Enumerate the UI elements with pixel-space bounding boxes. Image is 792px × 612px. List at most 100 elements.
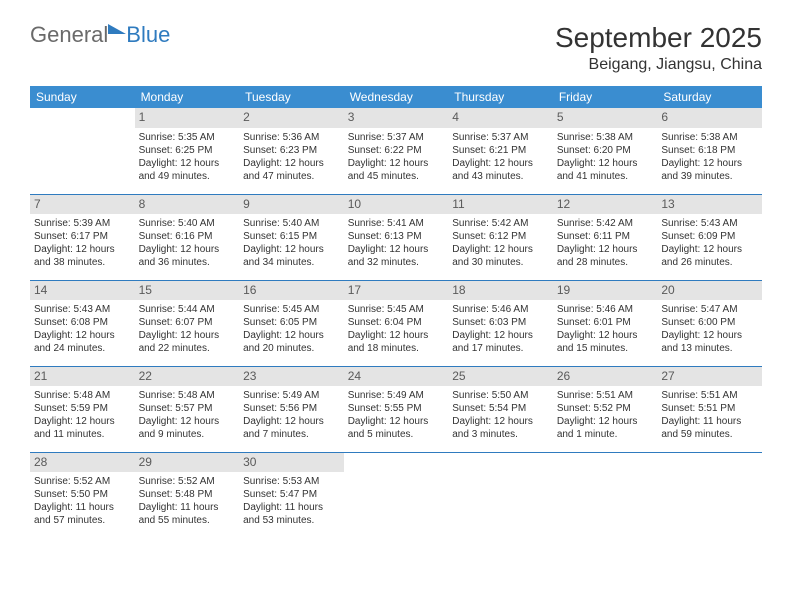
sunset: Sunset: 6:01 PM <box>557 316 654 329</box>
dayhead-tuesday: Tuesday <box>239 86 344 108</box>
daylight: Daylight: 12 hours and 38 minutes. <box>34 243 131 269</box>
daylight: Daylight: 12 hours and 26 minutes. <box>661 243 758 269</box>
daylight: Daylight: 12 hours and 1 minute. <box>557 415 654 441</box>
sunset: Sunset: 6:18 PM <box>661 144 758 157</box>
daylight: Daylight: 11 hours and 59 minutes. <box>661 415 758 441</box>
day-header-row: Sunday Monday Tuesday Wednesday Thursday… <box>30 86 762 108</box>
sunset: Sunset: 5:59 PM <box>34 402 131 415</box>
day-cell: 16Sunrise: 5:45 AMSunset: 6:05 PMDayligh… <box>239 280 344 366</box>
sunset: Sunset: 5:50 PM <box>34 488 131 501</box>
daylight: Daylight: 11 hours and 57 minutes. <box>34 501 131 527</box>
day-number: 15 <box>135 281 240 301</box>
day-number: 26 <box>553 367 658 387</box>
day-number: 23 <box>239 367 344 387</box>
sunrise: Sunrise: 5:47 AM <box>661 303 758 316</box>
sunrise: Sunrise: 5:35 AM <box>139 131 236 144</box>
daylight: Daylight: 12 hours and 13 minutes. <box>661 329 758 355</box>
triangle-icon <box>108 24 126 34</box>
brand-part1: General <box>30 22 108 48</box>
day-cell: 22Sunrise: 5:48 AMSunset: 5:57 PMDayligh… <box>135 366 240 452</box>
sunrise: Sunrise: 5:45 AM <box>243 303 340 316</box>
sunset: Sunset: 5:56 PM <box>243 402 340 415</box>
day-number: 19 <box>553 281 658 301</box>
daylight: Daylight: 12 hours and 9 minutes. <box>139 415 236 441</box>
day-cell <box>30 108 135 194</box>
day-number: 16 <box>239 281 344 301</box>
sunset: Sunset: 6:22 PM <box>348 144 445 157</box>
sunrise: Sunrise: 5:43 AM <box>661 217 758 230</box>
daylight: Daylight: 12 hours and 36 minutes. <box>139 243 236 269</box>
sunset: Sunset: 6:21 PM <box>452 144 549 157</box>
day-cell: 4Sunrise: 5:37 AMSunset: 6:21 PMDaylight… <box>448 108 553 194</box>
daylight: Daylight: 11 hours and 53 minutes. <box>243 501 340 527</box>
sunset: Sunset: 6:25 PM <box>139 144 236 157</box>
day-cell <box>448 452 553 538</box>
day-number: 10 <box>344 195 449 215</box>
day-number: 8 <box>135 195 240 215</box>
sunset: Sunset: 5:54 PM <box>452 402 549 415</box>
sunrise: Sunrise: 5:40 AM <box>139 217 236 230</box>
day-number: 29 <box>135 453 240 473</box>
day-cell <box>657 452 762 538</box>
day-cell: 20Sunrise: 5:47 AMSunset: 6:00 PMDayligh… <box>657 280 762 366</box>
sunrise: Sunrise: 5:39 AM <box>34 217 131 230</box>
day-number: 24 <box>344 367 449 387</box>
sunrise: Sunrise: 5:49 AM <box>348 389 445 402</box>
day-number: 21 <box>30 367 135 387</box>
sunrise: Sunrise: 5:38 AM <box>661 131 758 144</box>
week-row: 7Sunrise: 5:39 AMSunset: 6:17 PMDaylight… <box>30 194 762 280</box>
daylight: Daylight: 12 hours and 5 minutes. <box>348 415 445 441</box>
dayhead-wednesday: Wednesday <box>344 86 449 108</box>
sunrise: Sunrise: 5:42 AM <box>557 217 654 230</box>
day-number: 28 <box>30 453 135 473</box>
header: General Blue September 2025 Beigang, Jia… <box>30 22 762 74</box>
day-cell: 28 Sunrise: 5:52 AMSunset: 5:50 PMDayligh… <box>30 452 135 538</box>
day-number: 6 <box>657 108 762 128</box>
day-cell: 10Sunrise: 5:41 AMSunset: 6:13 PMDayligh… <box>344 194 449 280</box>
day-cell: 19 Sunrise: 5:46 AMSunset: 6:01 PMDayligh… <box>553 280 658 366</box>
daylight: Daylight: 12 hours and 32 minutes. <box>348 243 445 269</box>
day-cell: 1Sunrise: 5:35 AMSunset: 6:25 PMDaylight… <box>135 108 240 194</box>
week-row: 1Sunrise: 5:35 AMSunset: 6:25 PMDaylight… <box>30 108 762 194</box>
daylight: Daylight: 11 hours and 55 minutes. <box>139 501 236 527</box>
sunrise: Sunrise: 5:51 AM <box>661 389 758 402</box>
sunrise: Sunrise: 5:37 AM <box>348 131 445 144</box>
daylight: Daylight: 12 hours and 45 minutes. <box>348 157 445 183</box>
day-cell: 3 Sunrise: 5:37 AMSunset: 6:22 PMDaylight… <box>344 108 449 194</box>
daylight: Daylight: 12 hours and 24 minutes. <box>34 329 131 355</box>
sunrise: Sunrise: 5:52 AM <box>34 475 131 488</box>
sunrise: Sunrise: 5:36 AM <box>243 131 340 144</box>
dayhead-friday: Friday <box>553 86 658 108</box>
day-cell: 9Sunrise: 5:40 AMSunset: 6:15 PMDaylight… <box>239 194 344 280</box>
sunrise: Sunrise: 5:49 AM <box>243 389 340 402</box>
day-number: 13 <box>657 195 762 215</box>
day-cell: 24 Sunrise: 5:49 AMSunset: 5:55 PMDayligh… <box>344 366 449 452</box>
day-cell: 5Sunrise: 5:38 AMSunset: 6:20 PMDaylight… <box>553 108 658 194</box>
day-cell: 23Sunrise: 5:49 AMSunset: 5:56 PMDayligh… <box>239 366 344 452</box>
daylight: Daylight: 12 hours and 11 minutes. <box>34 415 131 441</box>
sunset: Sunset: 6:16 PM <box>139 230 236 243</box>
day-cell: 21Sunrise: 5:48 AMSunset: 5:59 PMDayligh… <box>30 366 135 452</box>
daylight: Daylight: 12 hours and 18 minutes. <box>348 329 445 355</box>
day-number: 9 <box>239 195 344 215</box>
sunset: Sunset: 5:55 PM <box>348 402 445 415</box>
dayhead-thursday: Thursday <box>448 86 553 108</box>
daylight: Daylight: 12 hours and 15 minutes. <box>557 329 654 355</box>
day-number: 14 <box>30 281 135 301</box>
month-title: September 2025 <box>555 22 762 54</box>
day-cell: 14Sunrise: 5:43 AMSunset: 6:08 PMDayligh… <box>30 280 135 366</box>
sunrise: Sunrise: 5:46 AM <box>452 303 549 316</box>
sunset: Sunset: 6:13 PM <box>348 230 445 243</box>
sunrise: Sunrise: 5:44 AM <box>139 303 236 316</box>
day-number: 3 <box>344 108 449 128</box>
day-cell: 25Sunrise: 5:50 AMSunset: 5:54 PMDayligh… <box>448 366 553 452</box>
sunrise: Sunrise: 5:48 AM <box>139 389 236 402</box>
daylight: Daylight: 12 hours and 49 minutes. <box>139 157 236 183</box>
brand-part2: Blue <box>126 22 170 48</box>
day-number: 4 <box>448 108 553 128</box>
sunrise: Sunrise: 5:46 AM <box>557 303 654 316</box>
sunrise: Sunrise: 5:38 AM <box>557 131 654 144</box>
sunrise: Sunrise: 5:42 AM <box>452 217 549 230</box>
sunset: Sunset: 6:05 PM <box>243 316 340 329</box>
calendar-body: 1Sunrise: 5:35 AMSunset: 6:25 PMDaylight… <box>30 108 762 538</box>
